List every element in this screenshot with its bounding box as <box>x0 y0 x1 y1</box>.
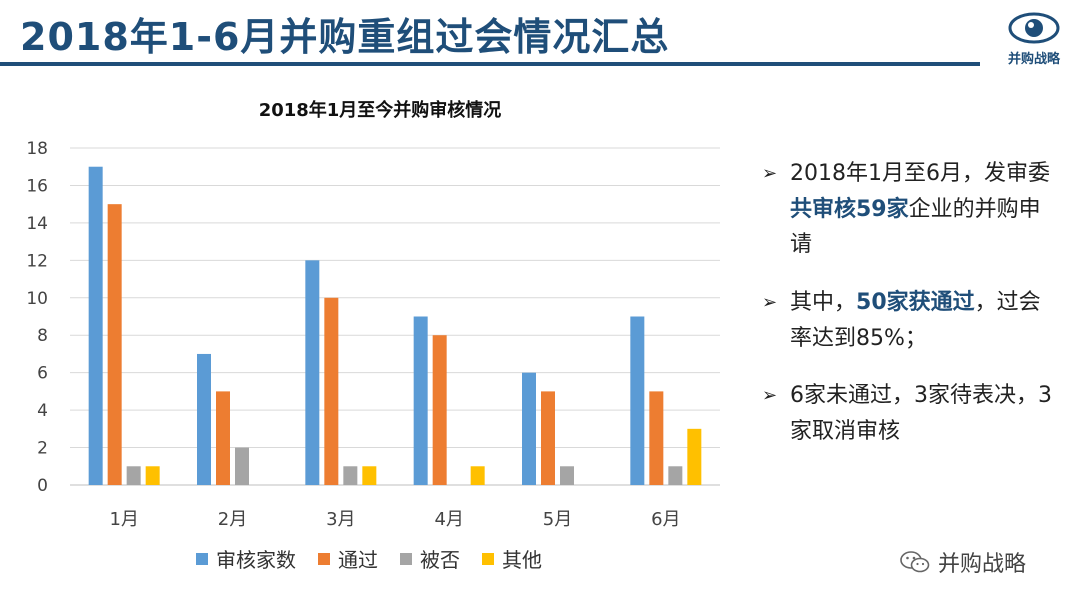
legend-item-passed: 通过 <box>318 544 378 573</box>
legend-label: 通过 <box>338 548 378 572</box>
x-tick-label: 4月 <box>434 509 463 530</box>
y-tick-label: 6 <box>37 364 48 384</box>
x-tick-label: 2月 <box>218 509 247 530</box>
bar-1-3 <box>432 335 447 485</box>
bullet-segment: 2018年1月至6月，发审委 <box>790 161 1050 186</box>
bar-chart: 0 2 4 6 8 10 12 14 16 18 1月 2月 3月 4月 5月 6月 <box>26 139 720 530</box>
bullet-item: ➢ 其中，50家获通过，过会率达到85%； <box>762 285 1062 356</box>
bullet-text: 其中，50家获通过，过会率达到85%； <box>790 285 1062 356</box>
y-tick-label: 8 <box>37 326 48 346</box>
eye-icon <box>1008 12 1060 44</box>
legend-label: 其他 <box>502 548 542 572</box>
y-tick-label: 14 <box>26 214 48 234</box>
legend-label: 被否 <box>420 548 460 572</box>
bar-2-4 <box>560 466 574 485</box>
legend-swatch <box>482 552 494 565</box>
legend-item-review: 审核家数 <box>196 544 296 573</box>
arrow-bullet-icon: ➢ <box>762 163 778 184</box>
bar-0-3 <box>413 316 428 485</box>
bar-3-5 <box>687 428 702 485</box>
logo-text: 并购战略 <box>1007 52 1060 67</box>
bar-0-1 <box>197 353 211 485</box>
bar-3-0 <box>145 466 160 485</box>
bullet-text: 2018年1月至6月，发审委共审核59家企业的并购申请 <box>790 156 1062 263</box>
bar-3-2 <box>362 466 377 485</box>
bar-0-0 <box>88 166 103 485</box>
watermark-text: 并购战略 <box>938 552 1027 577</box>
bullet-item: ➢ 6家未通过，3家待表决，3家取消审核 <box>762 378 1062 449</box>
arrow-bullet-icon: ➢ <box>762 291 778 313</box>
bar-2-0 <box>126 466 141 485</box>
y-tick-label: 10 <box>26 289 48 309</box>
legend-swatch <box>318 552 330 565</box>
y-tick-label: 0 <box>37 476 48 496</box>
chart-title: 2018年1月至今并购审核情况 <box>258 100 502 121</box>
bar-1-4 <box>541 391 555 485</box>
wechat-watermark: 并购战略 <box>900 546 1026 578</box>
legend-label: 审核家数 <box>216 548 296 572</box>
legend-swatch <box>196 552 208 565</box>
bar-2-1 <box>235 447 249 485</box>
bar-1-2 <box>324 297 339 485</box>
bar-0-5 <box>630 316 645 485</box>
x-tick-label: 5月 <box>543 509 572 530</box>
legend-item-other: 其他 <box>482 544 542 573</box>
y-tick-label: 18 <box>26 139 48 159</box>
bar-2-5 <box>668 466 683 485</box>
header-divider <box>0 62 980 66</box>
chart-legend: 审核家数 通过 被否 其他 <box>196 544 542 573</box>
brand-logo: 并购战略 <box>995 8 1073 72</box>
bullet-segment: ，过会率达到85%； <box>790 289 1041 351</box>
bullet-segment: 其中， <box>790 289 857 315</box>
highlight-text: 共审核59家 <box>790 196 909 222</box>
bar-1-1 <box>216 391 230 485</box>
bar-0-4 <box>522 372 536 485</box>
bar-3-3 <box>470 466 485 485</box>
summary-bullets: ➢ 2018年1月至6月，发审委共审核59家企业的并购申请 ➢ 其中，50家获通过，过… <box>762 156 1062 471</box>
bullet-item: ➢ 2018年1月至6月，发审委共审核59家企业的并购申请 <box>762 156 1062 263</box>
bullet-segment: 企业的并购申请 <box>790 196 1041 258</box>
bar-1-0 <box>107 204 122 485</box>
legend-item-rejected: 被否 <box>400 544 460 573</box>
page-title: 2018年1-6月并购重组过会情况汇总 <box>20 15 670 59</box>
bar-2-2 <box>343 466 358 485</box>
bullet-segment: 6家未通过，3家待表决，3家取消审核 <box>790 383 1052 444</box>
x-tick-label: 1月 <box>109 509 138 530</box>
bullet-text: 6家未通过，3家待表决，3家取消审核 <box>790 378 1062 449</box>
arrow-bullet-icon: ➢ <box>762 385 778 407</box>
y-tick-label: 2 <box>37 439 48 459</box>
x-tick-label: 6月 <box>651 509 680 530</box>
y-tick-label: 4 <box>37 401 48 421</box>
bar-1-5 <box>649 391 664 485</box>
y-tick-label: 12 <box>26 251 48 271</box>
x-tick-label: 3月 <box>326 509 355 530</box>
bar-0-2 <box>305 260 320 485</box>
legend-swatch <box>400 552 412 565</box>
wechat-icon <box>900 551 930 573</box>
highlight-text: 50家获通过 <box>856 289 975 315</box>
y-tick-label: 16 <box>26 176 48 196</box>
